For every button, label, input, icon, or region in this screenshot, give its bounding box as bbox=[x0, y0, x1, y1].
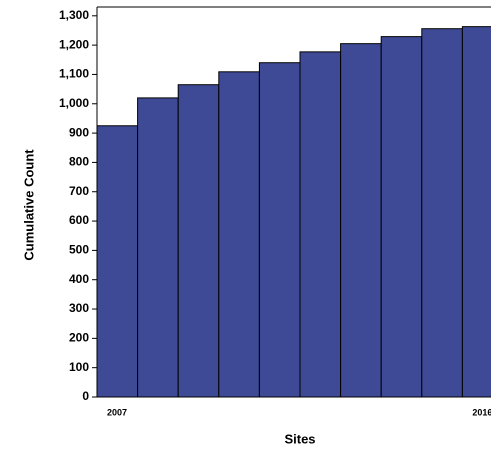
x-axis-title: Sites bbox=[284, 431, 315, 446]
x-tick-label: 2007 bbox=[107, 407, 127, 417]
y-tick-label: 1,000 bbox=[59, 96, 89, 110]
y-tick-label: 800 bbox=[69, 155, 89, 169]
bar bbox=[137, 97, 179, 398]
x-tick-label: 2016 bbox=[472, 407, 491, 417]
y-tick-label: 900 bbox=[69, 125, 89, 139]
y-tick-label: 300 bbox=[69, 301, 89, 315]
y-tick-label: 100 bbox=[69, 360, 89, 374]
bar bbox=[380, 36, 423, 398]
bar bbox=[96, 125, 139, 398]
bar bbox=[461, 26, 491, 398]
y-tick-label: 1,300 bbox=[59, 8, 89, 22]
bar bbox=[177, 84, 220, 398]
y-tick-label: 200 bbox=[69, 331, 89, 345]
bar bbox=[218, 71, 260, 398]
y-tick-label: 700 bbox=[69, 184, 89, 198]
bar bbox=[258, 62, 301, 398]
y-tick-label: 600 bbox=[69, 213, 89, 227]
bar bbox=[421, 28, 463, 398]
y-tick-label: 1,100 bbox=[59, 67, 89, 81]
y-tick-label: 1,200 bbox=[59, 37, 89, 51]
bar bbox=[299, 51, 342, 398]
bar bbox=[340, 43, 382, 398]
y-tick-label: 500 bbox=[69, 243, 89, 257]
y-axis-title: Cumulative Count bbox=[21, 149, 36, 261]
y-tick-label: 400 bbox=[69, 272, 89, 286]
y-tick-label: 0 bbox=[82, 389, 89, 403]
